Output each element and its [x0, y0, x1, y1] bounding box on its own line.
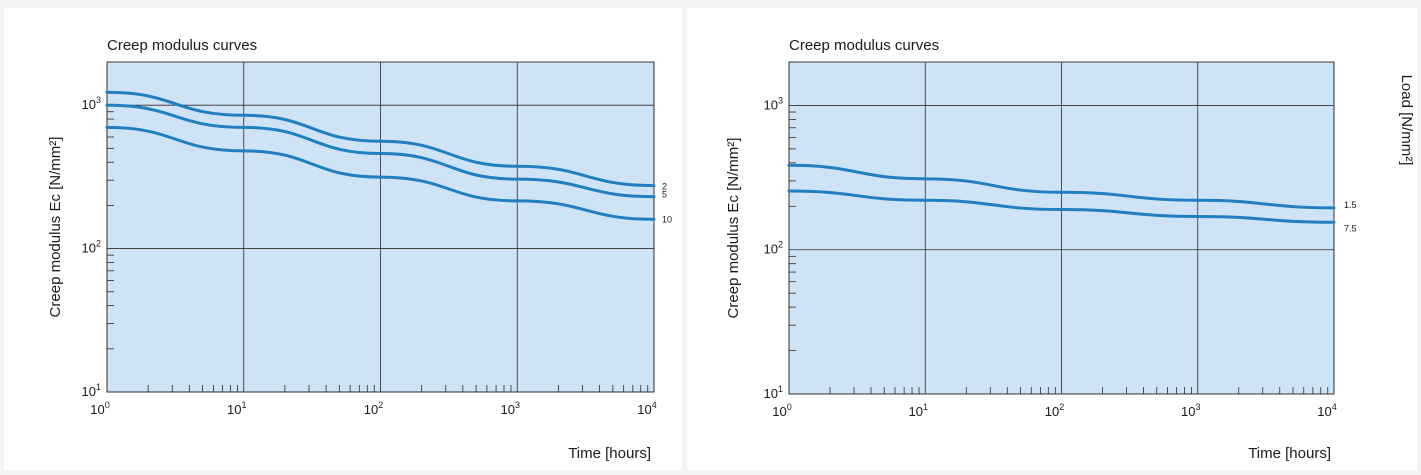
curve-load-10: [105, 125, 656, 221]
y-axis-label: Creep modulus Eᴄ [N/mm²]: [47, 137, 64, 318]
chart-title: Creep modulus curves: [789, 37, 939, 54]
curve-load-1-5: [787, 163, 1336, 210]
x-tick-label: 103: [1181, 402, 1200, 419]
series-label-7-5: 7.5: [1344, 223, 1357, 233]
curve-load-7-5: [787, 189, 1336, 224]
series-label-1-5: 1.5: [1344, 200, 1357, 210]
y-axis-label: Creep modulus Eᴄ [N/mm²]: [725, 138, 742, 319]
y-tick-label: 102: [764, 240, 783, 257]
x-tick-label: 101: [909, 402, 928, 419]
y-tick-label: 103: [82, 95, 101, 112]
x-axis-label: Time [hours]: [568, 445, 651, 462]
y-tick-label: 101: [764, 384, 783, 401]
x-tick-label: 104: [637, 400, 656, 417]
series-label-10: 10: [662, 214, 672, 224]
x-tick-label: 100: [90, 400, 109, 417]
y-tick-label: 101: [82, 382, 101, 399]
x-tick-label: 104: [1317, 402, 1336, 419]
x-tick-label: 100: [772, 402, 791, 419]
curve-load-2: [105, 90, 656, 188]
series-label-2: 2: [662, 182, 667, 192]
y-tick-label: 102: [82, 239, 101, 256]
chart-title: Creep modulus curves: [107, 37, 257, 54]
y-tick-label: 103: [764, 95, 783, 112]
load-axis-label: Load [N/mm²]: [1398, 75, 1415, 166]
series-label-5: 5: [662, 190, 667, 200]
curve-load-5: [105, 103, 656, 199]
x-tick-label: 102: [364, 400, 383, 417]
plot-frame: [106, 61, 655, 393]
x-tick-label: 103: [501, 400, 520, 417]
x-axis-label: Time [hours]: [1248, 445, 1331, 462]
x-tick-label: 102: [1045, 402, 1064, 419]
plot-frame: [788, 61, 1335, 395]
x-tick-label: 101: [227, 400, 246, 417]
